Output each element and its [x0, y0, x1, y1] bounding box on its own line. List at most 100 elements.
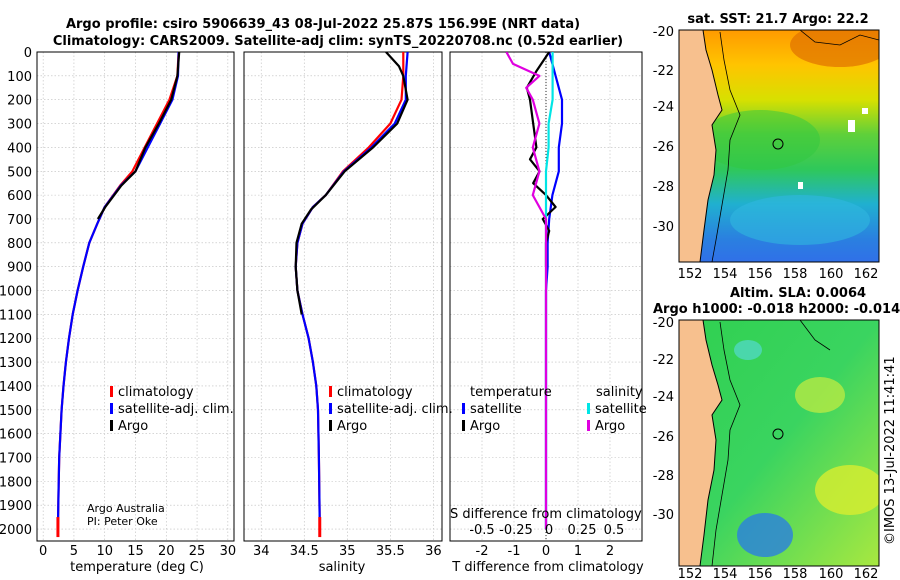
difference-legend: temperature salinity satellite Argo sate… — [462, 385, 647, 434]
depth-tick-label: 0 — [24, 46, 32, 61]
x-tick-label: 2 — [606, 544, 614, 559]
sst-coastline — [699, 30, 723, 262]
lat-tick-label: -30 — [653, 508, 674, 523]
legend-swatch-satellite — [110, 403, 113, 414]
temperature-tick-labels: 0 5 10 15 20 25 30 — [39, 544, 236, 559]
sst-map: sat. SST: 21.7 Argo: 22.2 -20 -22 -24 -2… — [653, 12, 880, 282]
sst-warm-patch — [790, 30, 879, 67]
depth-tick-label: 1800 — [0, 475, 32, 490]
lon-tick-label: 158 — [783, 267, 808, 282]
s-tick-label: -0.5 — [469, 523, 494, 538]
lon-tick-label: 152 — [678, 267, 703, 282]
series-line-argo — [96, 52, 181, 220]
legend-swatch-satellite — [329, 403, 332, 414]
sst-map-title: sat. SST: 21.7 Argo: 22.2 — [687, 12, 868, 27]
salinity-lines — [294, 52, 409, 538]
sla-yticks: -20 -22 -24 -26 -28 -30 — [653, 316, 674, 523]
s-tick-label: 0.5 — [604, 523, 625, 538]
imos-watermark: ©IMOS 13-Jul-2022 11:41:41 — [883, 356, 898, 545]
lat-tick-label: -22 — [653, 353, 674, 368]
temperature-lines — [56, 52, 181, 538]
sla-high-patch — [795, 377, 845, 413]
lon-tick-label: 158 — [783, 567, 808, 580]
sst-green-patch — [700, 110, 820, 170]
depth-tick-label: 1200 — [0, 332, 32, 347]
lon-tick-label: 160 — [819, 567, 844, 580]
x-tick-label: 36 — [425, 544, 442, 559]
depth-tick-label: 900 — [7, 261, 32, 276]
legend-swatch-climatology — [110, 386, 113, 397]
lon-tick-label: 156 — [748, 267, 773, 282]
sst-xticks: 152 154 156 158 160 162 — [678, 267, 879, 282]
x-tick-label: 10 — [96, 544, 113, 559]
legend-swatch-sal-argo — [587, 420, 590, 431]
sst-land — [679, 30, 722, 262]
s-tick-label: -0.25 — [499, 523, 533, 538]
credit-line2: PI: Peter Oke — [87, 515, 158, 528]
lon-tick-label: 154 — [713, 267, 738, 282]
depth-tick-label: 300 — [7, 118, 32, 133]
depth-tick-label: 1500 — [0, 404, 32, 419]
x-tick-label: -1 — [508, 544, 521, 559]
sla-map-subtitle: Argo h1000: -0.018 h2000: -0.014 — [653, 302, 900, 317]
temperature-legend: climatology satellite-adj. clim. Argo — [110, 385, 234, 434]
legend-label-argo: Argo — [118, 419, 148, 434]
lat-tick-label: -20 — [653, 316, 674, 331]
x-tick-label: 20 — [158, 544, 175, 559]
sst-cyan-patch — [730, 195, 870, 245]
sst-missing-data — [798, 182, 803, 189]
legend-header-temperature: temperature — [470, 385, 552, 400]
depth-tick-labels: 0 100 200 300 400 500 600 700 800 900 1000 1100 1200… — [0, 46, 32, 538]
depth-tick-label: 1600 — [0, 428, 32, 443]
salinity-tick-labels: 34 34.5 35 35.5 36 — [253, 544, 442, 559]
legend-label-temp-satellite: satellite — [470, 402, 522, 417]
sla-xticks: 152 154 156 158 160 162 — [678, 567, 879, 580]
sla-low-patch — [737, 513, 793, 557]
x-tick-label: -2 — [476, 544, 489, 559]
depth-tick-label: 400 — [7, 141, 32, 156]
lat-tick-label: -28 — [653, 180, 674, 195]
x-tick-label: 35 — [339, 544, 356, 559]
depth-tick-label: 1100 — [0, 308, 32, 323]
depth-tick-label: 100 — [7, 70, 32, 85]
legend-label-sal-satellite: satellite — [595, 402, 647, 417]
sst-argo-marker — [772, 138, 784, 150]
sla-map-title: Altim. SLA: 0.0064 — [730, 286, 866, 301]
sla-map: Altim. SLA: 0.0064 Argo h1000: -0.018 h2… — [653, 286, 900, 580]
legend-label-sal-argo: Argo — [595, 419, 625, 434]
x-tick-label: 15 — [127, 544, 144, 559]
s-tick-label: 0 — [545, 523, 553, 538]
s-tick-label: 0.25 — [568, 523, 597, 538]
x-tick-label: 1 — [574, 544, 582, 559]
s-difference-label: S difference from climatology — [450, 507, 642, 522]
legend-swatch-temp-argo — [462, 420, 465, 431]
difference-panel: -2 -1 0 1 2 S difference from climatology -0… — [449, 51, 647, 575]
sla-shelf-contour — [711, 321, 741, 566]
legend-swatch-sal-satellite — [587, 403, 590, 414]
legend-label-climatology: climatology — [337, 385, 413, 400]
difference-lines — [505, 52, 564, 541]
sst-yticks: -20 -22 -24 -26 -28 -30 — [653, 25, 674, 235]
sla-land — [679, 320, 722, 566]
lat-tick-label: -26 — [653, 140, 674, 155]
legend-swatch-temp-satellite — [462, 403, 465, 414]
sst-map-frame — [678, 29, 880, 263]
s-difference-ticks: -0.5 -0.25 0 0.25 0.5 — [469, 523, 624, 538]
depth-tick-label: 1000 — [0, 285, 32, 300]
series-line-salinity-argo — [505, 52, 548, 530]
lon-tick-label: 162 — [854, 567, 879, 580]
sst-reef-contour — [799, 30, 879, 46]
sst-missing-data — [848, 120, 855, 132]
temperature-panel: 0100200300400500600700800900100011001200… — [0, 46, 236, 575]
legend-label-argo: Argo — [337, 419, 367, 434]
depth-tick-label: 500 — [7, 165, 32, 180]
credit-line1: Argo Australia — [87, 502, 165, 515]
depth-tick-label: 2000 — [0, 523, 32, 538]
lon-tick-label: 156 — [748, 567, 773, 580]
figure-title-line1: Argo profile: csiro 5906639_43 08-Jul-20… — [66, 17, 580, 32]
salinity-panel: 34 34.5 35 35.5 36 salinity climatology sate… — [243, 51, 453, 575]
lat-tick-label: -30 — [653, 220, 674, 235]
salinity-legend: climatology satellite-adj. clim. Argo — [329, 385, 453, 434]
temperature-grid — [37, 51, 234, 541]
lat-tick-label: -28 — [653, 469, 674, 484]
